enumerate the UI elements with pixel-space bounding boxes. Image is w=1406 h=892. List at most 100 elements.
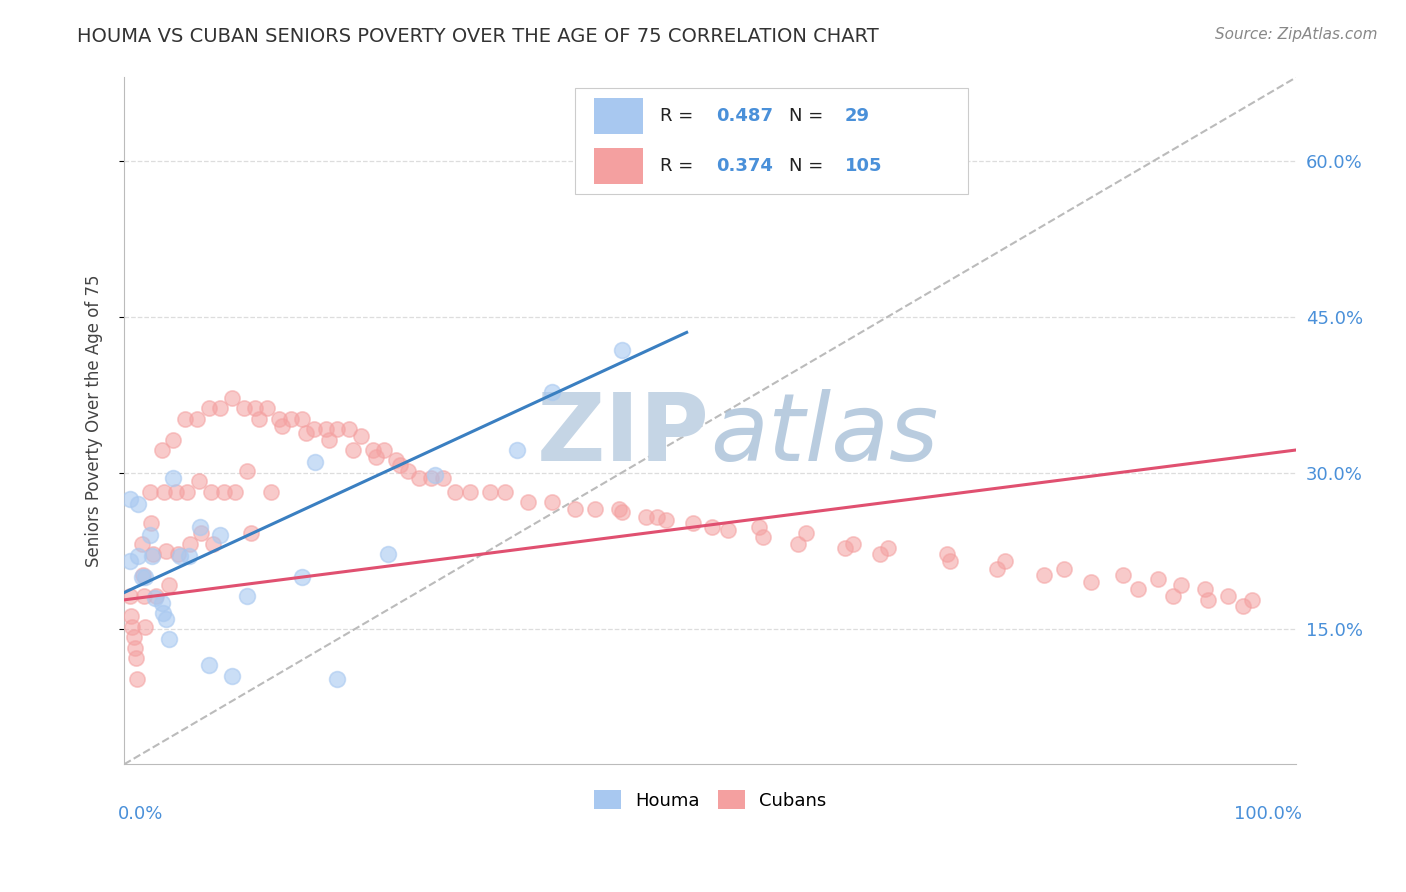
Point [612, 343, 634, 357]
Point [326, 672, 349, 686]
Point [190, 526, 212, 541]
Point [1240, 592, 1263, 607]
Point [423, 467, 446, 482]
Point [143, 591, 166, 605]
Text: R =: R = [659, 157, 699, 175]
Point [337, 422, 360, 436]
Point [197, 658, 219, 673]
Point [377, 547, 399, 561]
Point [134, 620, 156, 634]
Point [1033, 567, 1056, 582]
Point [127, 497, 149, 511]
Point [506, 442, 529, 457]
Point [139, 528, 162, 542]
Point [869, 547, 891, 561]
Point [134, 570, 156, 584]
Point [443, 484, 465, 499]
Text: ZIP: ZIP [537, 389, 710, 481]
Point [259, 484, 281, 499]
Point [221, 669, 243, 683]
Point [188, 474, 211, 488]
Point [141, 549, 163, 563]
Point [478, 484, 501, 499]
Text: 0.374: 0.374 [716, 157, 773, 175]
Point [1194, 582, 1216, 597]
Text: 100.0%: 100.0% [1234, 805, 1302, 823]
Text: 0.487: 0.487 [716, 107, 773, 125]
Point [432, 471, 454, 485]
Point [634, 509, 657, 524]
Point [877, 541, 900, 555]
Point [787, 536, 810, 550]
Point [294, 426, 316, 441]
Point [752, 530, 775, 544]
Point [132, 589, 155, 603]
Point [118, 554, 141, 568]
Point [364, 450, 387, 465]
Point [994, 554, 1017, 568]
Point [342, 442, 364, 457]
Point [385, 453, 408, 467]
Y-axis label: Seniors Poverty Over the Age of 75: Seniors Poverty Over the Age of 75 [86, 275, 103, 567]
Point [1126, 582, 1149, 597]
Point [304, 455, 326, 469]
Point [120, 609, 142, 624]
Point [842, 536, 865, 550]
Point [186, 411, 208, 425]
Point [142, 547, 165, 561]
Point [127, 549, 149, 563]
Point [1197, 592, 1219, 607]
Point [221, 391, 243, 405]
Text: atlas: atlas [710, 389, 938, 480]
Point [209, 401, 232, 416]
Point [155, 611, 177, 625]
Point [209, 528, 232, 542]
Point [702, 520, 724, 534]
Point [118, 589, 141, 603]
Point [1216, 589, 1239, 603]
Text: HOUMA VS CUBAN SENIORS POVERTY OVER THE AGE OF 75 CORRELATION CHART: HOUMA VS CUBAN SENIORS POVERTY OVER THE … [77, 27, 879, 45]
Point [682, 516, 704, 530]
Point [583, 502, 606, 516]
Point [155, 544, 177, 558]
Point [280, 411, 302, 425]
Point [396, 464, 419, 478]
Point [1111, 567, 1133, 582]
Point [834, 541, 856, 555]
FancyBboxPatch shape [595, 148, 644, 184]
Point [176, 484, 198, 499]
Point [1053, 561, 1076, 575]
Text: Source: ZipAtlas.com: Source: ZipAtlas.com [1215, 27, 1378, 42]
Point [388, 458, 411, 472]
Point [202, 536, 225, 550]
Point [245, 401, 267, 416]
Point [1170, 578, 1192, 592]
Point [200, 484, 222, 499]
Point [157, 632, 180, 647]
Point [1146, 572, 1168, 586]
Point [541, 384, 564, 399]
Point [177, 549, 200, 563]
Point [318, 433, 340, 447]
Point [132, 567, 155, 582]
Point [179, 536, 201, 550]
Point [150, 596, 173, 610]
Point [361, 442, 384, 457]
Point [118, 491, 141, 506]
Point [794, 526, 817, 541]
Text: R =: R = [659, 107, 699, 125]
Point [162, 471, 184, 485]
Point [224, 484, 246, 499]
Point [1080, 575, 1102, 590]
Point [654, 513, 676, 527]
Point [236, 589, 259, 603]
Point [125, 672, 148, 686]
Point [612, 505, 634, 519]
Point [232, 401, 254, 416]
Point [212, 484, 235, 499]
Point [152, 607, 174, 621]
Point [564, 502, 586, 516]
Point [256, 401, 278, 416]
Point [717, 523, 740, 537]
Point [315, 422, 337, 436]
